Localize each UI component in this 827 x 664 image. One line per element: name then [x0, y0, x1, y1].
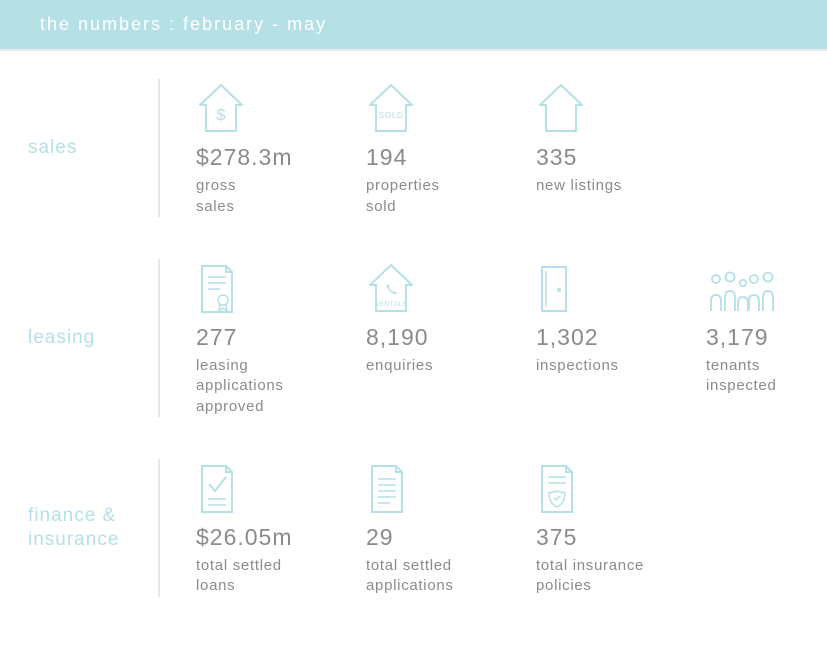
metric-caption: new listings [536, 176, 656, 196]
metric-caption: tenantsinspected [706, 356, 826, 397]
metric-value: 29 [366, 525, 506, 550]
metric-caption: propertiessold [366, 176, 486, 217]
metric: $ $278.3m grosssales [196, 79, 336, 217]
metric-caption: enquiries [366, 356, 486, 376]
metric: SOLD 194 propertiessold [366, 79, 506, 217]
metric-value: 1,302 [536, 325, 676, 350]
metric: RENTALS 8,190 enquiries [366, 259, 506, 417]
row-finance: finance &insurance $26.05m total settledl… [0, 431, 827, 611]
header-title: the numbers : february - may [40, 14, 327, 34]
doc-shield-icon [536, 459, 676, 515]
metric: 29 total settledapplications [366, 459, 506, 597]
row-label: sales [0, 79, 158, 217]
metric-caption: inspections [536, 356, 656, 376]
metrics: $26.05m total settledloans 29 total settle… [160, 459, 827, 597]
people-icon [706, 259, 827, 315]
doc-lines-icon [366, 459, 506, 515]
metric-caption: leasingapplicationsapproved [196, 356, 316, 417]
metric: $26.05m total settledloans [196, 459, 336, 597]
metrics: 277 leasingapplicationsapproved RENTALS 8… [160, 259, 827, 417]
row-sales: sales $ $278.3m grosssales SOLD 194 proper… [0, 51, 827, 231]
svg-text:$: $ [217, 107, 226, 124]
doc-check-icon [196, 459, 336, 515]
house-plain-icon [536, 79, 676, 135]
metric-value: 194 [366, 145, 506, 170]
metric: 3,179 tenantsinspected [706, 259, 827, 417]
metric-value: 375 [536, 525, 676, 550]
metric-caption: total insurancepolicies [536, 556, 656, 597]
row-label: finance &insurance [0, 459, 158, 597]
metric-caption: total settledapplications [366, 556, 486, 597]
header-bar: the numbers : february - may [0, 0, 827, 49]
house-rentals-icon: RENTALS [366, 259, 506, 315]
metric: 375 total insurancepolicies [536, 459, 676, 597]
doc-seal-icon [196, 259, 336, 315]
metric: 335 new listings [536, 79, 676, 217]
metric: 277 leasingapplicationsapproved [196, 259, 336, 417]
metric-caption: total settledloans [196, 556, 316, 597]
house-dollar-icon: $ [196, 79, 336, 135]
house-sold-icon: SOLD [366, 79, 506, 135]
metric-value: 3,179 [706, 325, 827, 350]
row-label: leasing [0, 259, 158, 417]
door-icon [536, 259, 676, 315]
metric-value: $278.3m [196, 145, 336, 170]
metrics: $ $278.3m grosssales SOLD 194 propertiesso… [160, 79, 827, 217]
metric-caption: grosssales [196, 176, 316, 217]
metric-value: 335 [536, 145, 676, 170]
svg-text:RENTALS: RENTALS [375, 301, 408, 308]
metric-value: $26.05m [196, 525, 336, 550]
svg-text:SOLD: SOLD [378, 110, 403, 120]
metric-value: 8,190 [366, 325, 506, 350]
metric: 1,302 inspections [536, 259, 676, 417]
metric-value: 277 [196, 325, 336, 350]
row-leasing: leasing 277 leasingapplicationsapproved R… [0, 231, 827, 431]
content: sales $ $278.3m grosssales SOLD 194 proper… [0, 51, 827, 611]
